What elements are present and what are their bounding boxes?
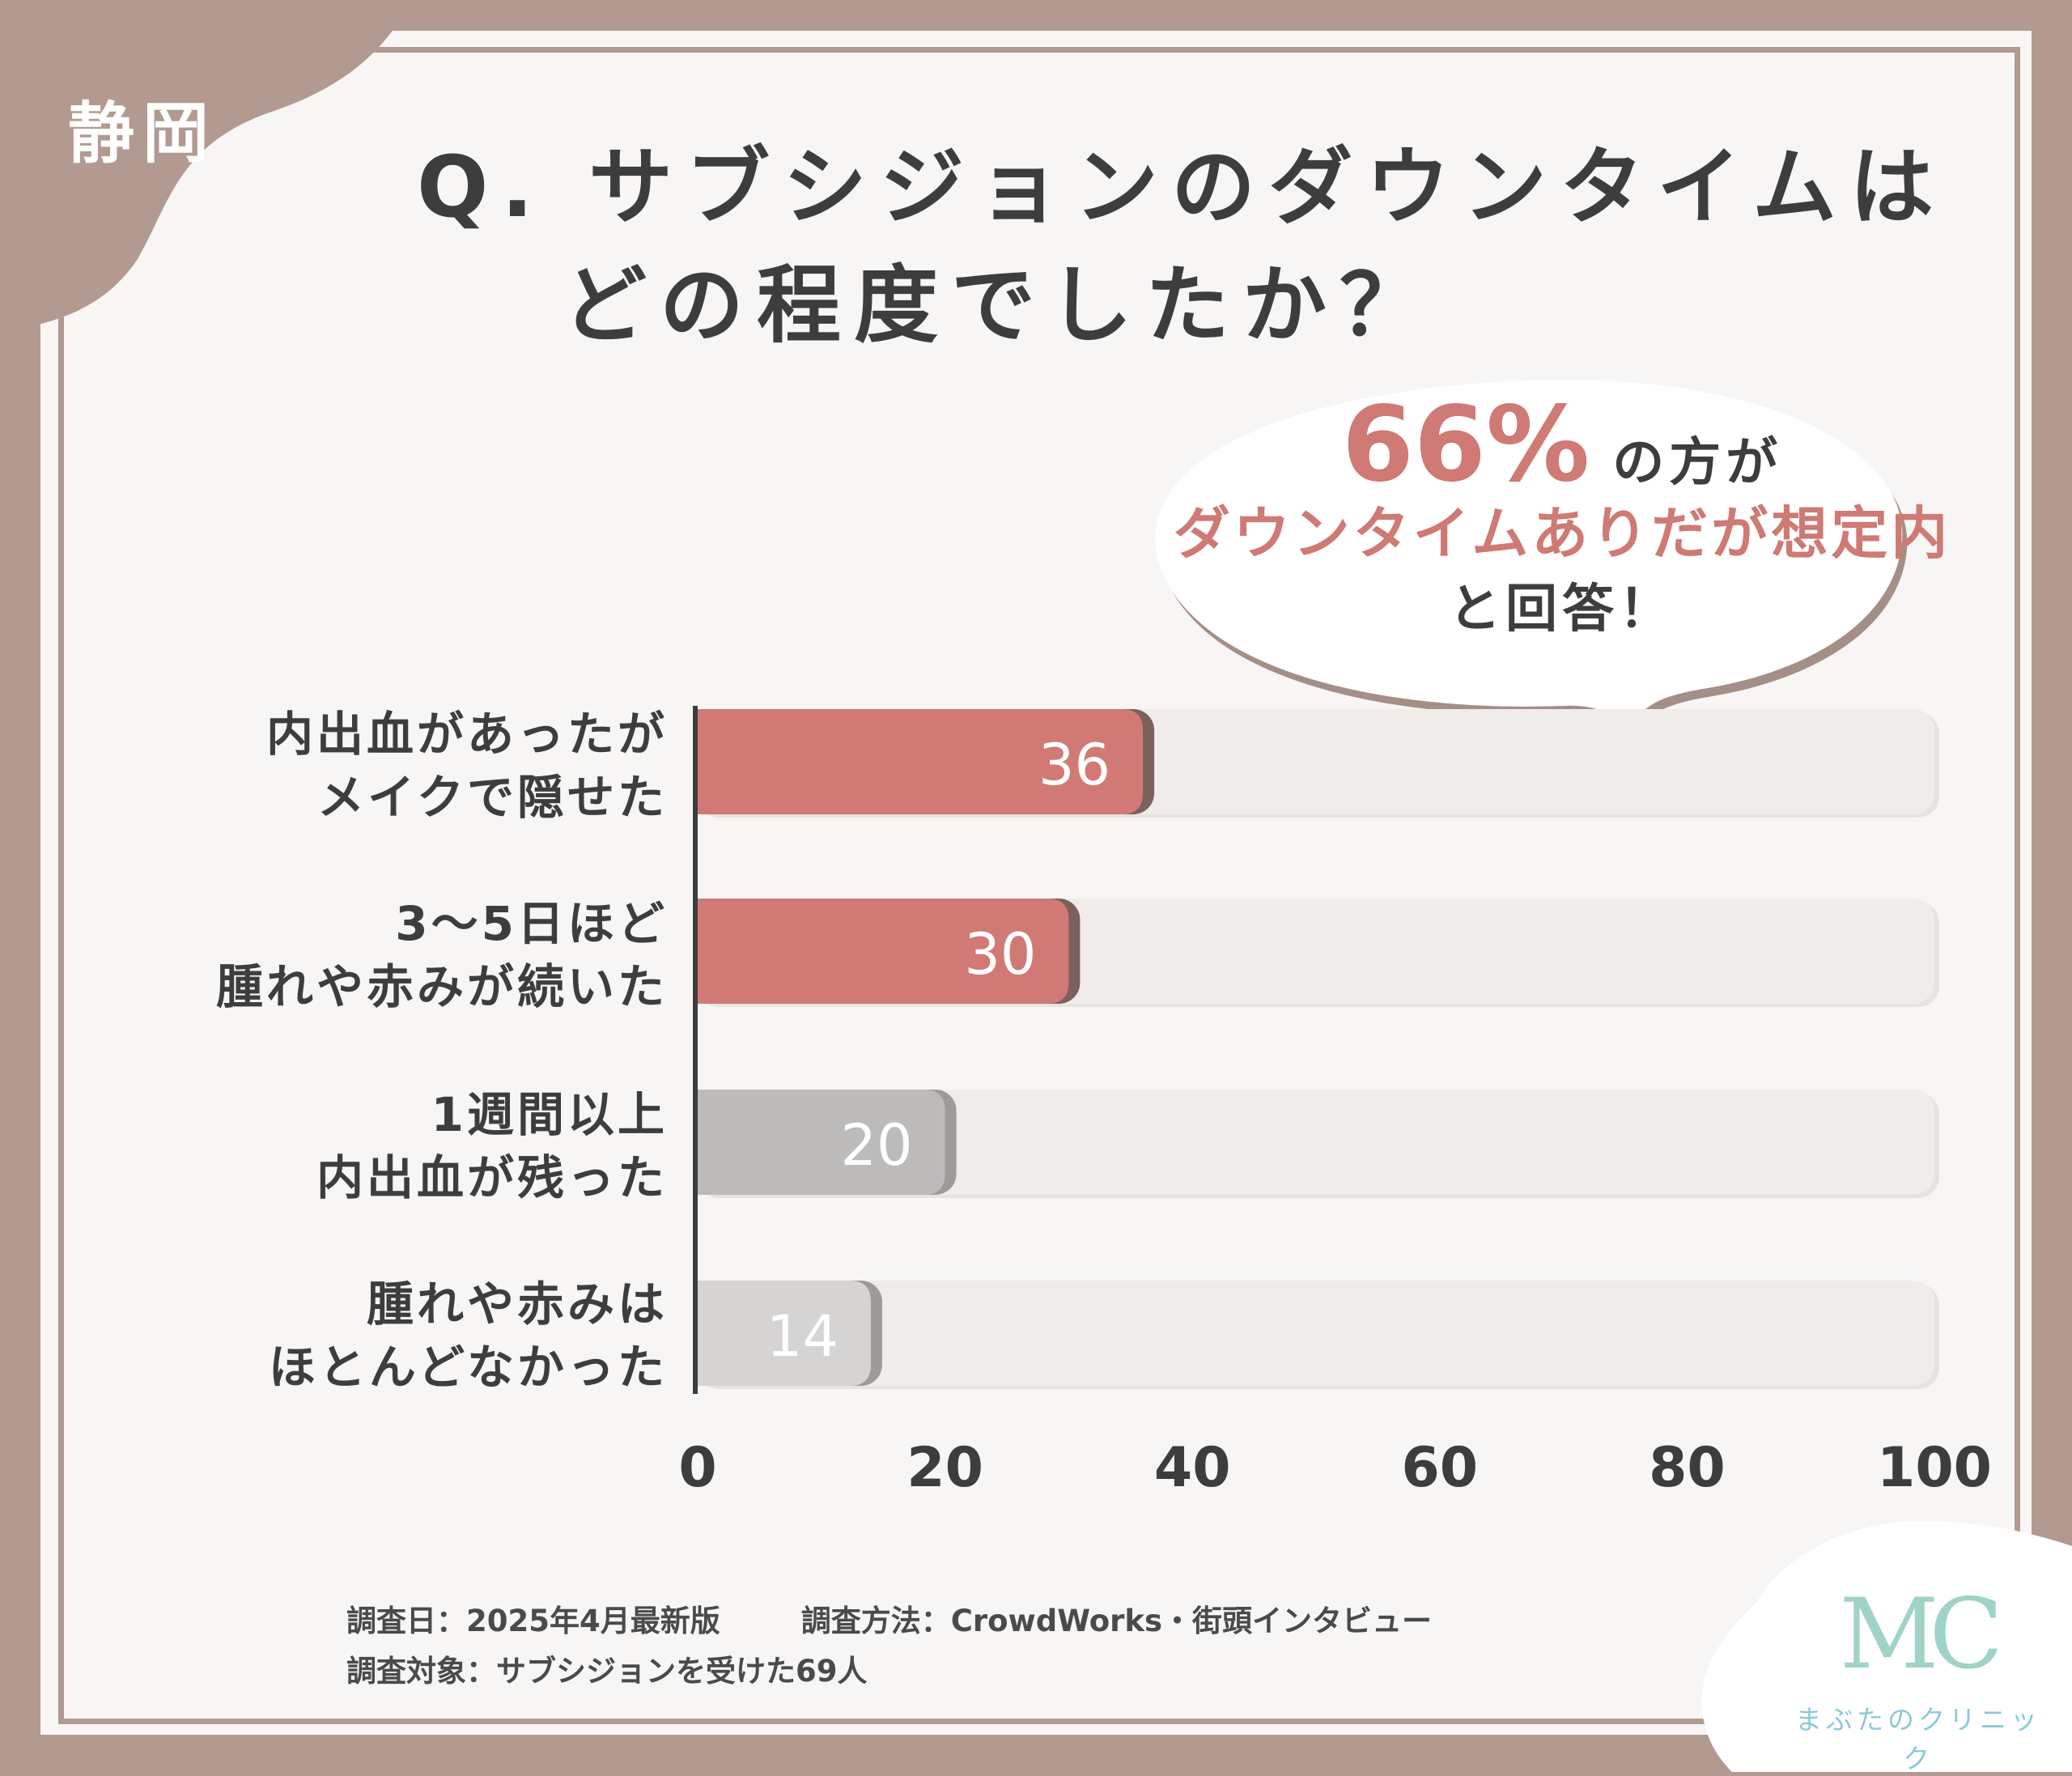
- chart-title: Q. サブシジョンのダウンタイムは どの程度でしたか？: [417, 128, 1947, 364]
- category-label-2-line-2: 内出血が残った: [316, 1150, 668, 1205]
- speech-bubble: [1155, 380, 1908, 767]
- category-label-2-line-1: 1週間以上: [431, 1087, 668, 1142]
- corner-blob: [0, 0, 413, 332]
- category-label-1-line-2: 腫れや赤みが続いた: [215, 959, 668, 1014]
- survey-footer: 調査日：2025年4月最新版 調査方法：CrowdWorks・街頭インタビュー 調…: [346, 1596, 1432, 1697]
- category-label-3-line-1: 腫れや赤みは: [366, 1277, 668, 1332]
- category-label-3: 腫れや赤みは ほとんどなかった: [214, 1273, 668, 1399]
- logo-blob: [1701, 1520, 2072, 1772]
- category-label-0: 内出血があったが メイクで隠せた: [214, 703, 668, 829]
- survey-method: 調査方法：CrowdWorks・街頭インタビュー: [800, 1604, 1433, 1638]
- bubble-dots: [1361, 741, 1436, 788]
- callout: 66% の方が ダウンタイムありだが想定内 と回答！: [1157, 393, 1967, 646]
- callout-highlight: ダウンタイムありだが想定内: [1173, 500, 1951, 567]
- title-line-1: Q. サブシジョンのダウンタイムは: [417, 138, 1947, 236]
- category-label-1: 3〜5日ほど 腫れや赤みが続いた: [214, 892, 668, 1018]
- category-label-0-line-1: 内出血があったが: [265, 707, 668, 762]
- inner-frame: [58, 47, 2020, 1724]
- callout-row-1: 66% の方が: [1157, 393, 1967, 497]
- card-background: [40, 31, 2032, 1735]
- callout-row-3: と回答！: [1449, 580, 1675, 639]
- survey-date: 調査日：2025年4月最新版: [346, 1604, 720, 1638]
- category-label-3-line-2: ほとんどなかった: [268, 1340, 668, 1395]
- category-label-1-line-1: 3〜5日ほど: [395, 896, 668, 951]
- callout-percent: 66%: [1341, 385, 1590, 505]
- title-line-2: どの程度でしたか？: [563, 256, 1437, 355]
- category-label-2: 1週間以上 内出血が残った: [214, 1083, 668, 1209]
- region-label: 静岡: [68, 96, 218, 172]
- clinic-logo-mark: MC: [1839, 1578, 2004, 1691]
- callout-suffix: の方が: [1612, 433, 1783, 493]
- clinic-name: まぶたのクリニック: [1795, 1704, 2041, 1774]
- survey-target: 調査対象：サブシジョンを受けた69人: [346, 1654, 868, 1689]
- category-label-0-line-2: メイクで隠せた: [317, 770, 668, 825]
